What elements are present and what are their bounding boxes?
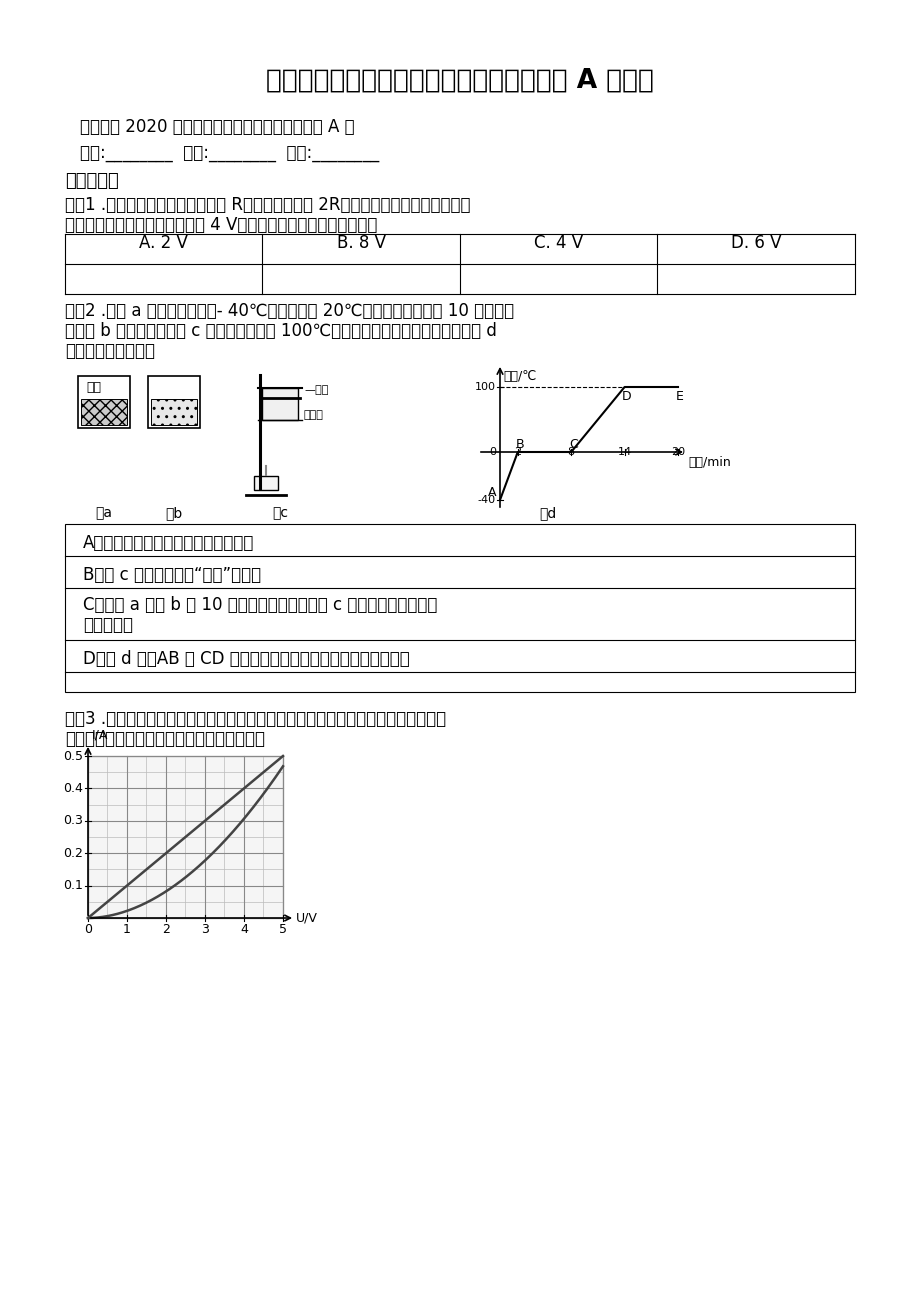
- Text: 图c: 图c: [272, 506, 288, 519]
- Text: D: D: [621, 391, 630, 404]
- Text: E: E: [675, 391, 683, 404]
- Text: —纸板: —纸板: [303, 385, 328, 395]
- Text: 0: 0: [489, 447, 495, 457]
- Text: 3: 3: [201, 923, 209, 936]
- Text: 图b: 图b: [165, 506, 183, 519]
- Text: 冰块: 冰块: [85, 381, 101, 395]
- Text: 0.3: 0.3: [63, 814, 83, 827]
- Text: U/V: U/V: [296, 911, 318, 924]
- Text: D. 6 V: D. 6 V: [731, 234, 780, 253]
- Text: 新人教版版九年级上学期期末考试物理试题 A 卷模拟: 新人教版版九年级上学期期末考试物理试题 A 卷模拟: [266, 68, 653, 94]
- Text: 14: 14: [617, 447, 631, 457]
- Text: 1: 1: [123, 923, 130, 936]
- Text: -40: -40: [477, 495, 495, 505]
- Text: C．从图 a 至图 b 的 10 分钟时间内，没用装置 c 加热，所以燕化过程: C．从图 a 至图 b 的 10 分钟时间内，没用装置 c 加热，所以燕化过程: [83, 596, 437, 615]
- Text: 2: 2: [162, 923, 170, 936]
- Text: C: C: [568, 437, 577, 450]
- Text: A．冰块变成水的过程中，其内能增加: A．冰块变成水的过程中，其内能增加: [83, 534, 254, 552]
- Text: 0.5: 0.5: [62, 750, 83, 763]
- Text: 时间/min: 时间/min: [687, 456, 730, 469]
- Bar: [254, 477, 278, 490]
- Text: 姓名:________  班级:________  成绩:________: 姓名:________ 班级:________ 成绩:________: [80, 145, 379, 163]
- Text: 4: 4: [240, 923, 247, 936]
- Text: A. 2 V: A. 2 V: [139, 234, 188, 253]
- Text: 100: 100: [474, 381, 495, 392]
- Text: 1 .两个用电器，第一个电阻是 R，第二个电阻是 2R，把它们串联起来接入电路中: 1 .两个用电器，第一个电阻是 R，第二个电阻是 2R，把它们串联起来接入电路中: [65, 197, 470, 214]
- Text: 石棉网: 石棉网: [303, 410, 323, 421]
- Text: 图a: 图a: [96, 506, 112, 519]
- Text: A: A: [487, 486, 495, 499]
- Text: 新人教版 2020 版九年级上学期期末考试物理试题 A 卷: 新人教版 2020 版九年级上学期期末考试物理试题 A 卷: [80, 118, 354, 135]
- Bar: [81, 398, 127, 424]
- Text: 5: 5: [278, 923, 287, 936]
- Text: 0.2: 0.2: [63, 846, 83, 859]
- Bar: [78, 376, 130, 428]
- Bar: [151, 398, 197, 424]
- Text: B: B: [515, 437, 524, 450]
- Text: 电流与其两端电压关系图。下列说法正确的是: 电流与其两端电压关系图。下列说法正确的是: [65, 730, 265, 749]
- Text: 0.4: 0.4: [63, 783, 83, 796]
- Bar: [262, 388, 298, 421]
- Text: 2 .如图 a 所示，烧杯内装- 40℃冰块，放在 20℃干燥的室内，经过 10 分钟，变: 2 .如图 a 所示，烧杯内装- 40℃冰块，放在 20℃干燥的室内，经过 10…: [65, 302, 514, 320]
- Bar: [65, 523, 854, 691]
- Text: ，如果第一个电阻两端的电压是 4 V，那么第二个电阻两端的电压为: ，如果第一个电阻两端的电压是 4 V，那么第二个电阻两端的电压为: [65, 216, 377, 234]
- Text: 成如图 b 所示，再用如图 c 所示装置加热至 100℃，整个过程的温度和加热时间如图 d: 成如图 b 所示，再用如图 c 所示装置加热至 100℃，整个过程的温度和加热时…: [65, 322, 496, 340]
- Text: B．图 c 中纸板周围的“白气”是液体: B．图 c 中纸板周围的“白气”是液体: [83, 566, 261, 585]
- Text: 20: 20: [670, 447, 685, 457]
- Text: 温度/℃: 温度/℃: [503, 370, 536, 383]
- Text: 图d: 图d: [539, 506, 556, 519]
- Text: D．图 d 中，AB 和 CD 的倾斜程度不同是因为它们的比热容不同: D．图 d 中，AB 和 CD 的倾斜程度不同是因为它们的比热容不同: [83, 650, 409, 668]
- Text: B. 8 V: B. 8 V: [336, 234, 385, 253]
- Bar: [88, 756, 283, 918]
- Text: 一、单选题: 一、单选题: [65, 172, 119, 190]
- Text: 。下列说法错误的是: 。下列说法错误的是: [65, 342, 154, 359]
- Bar: [148, 376, 199, 428]
- Text: 不需要吸热: 不需要吸热: [83, 616, 133, 634]
- Text: 0: 0: [84, 923, 92, 936]
- Text: C. 4 V: C. 4 V: [534, 234, 583, 253]
- Text: 3 .用电器甲和乙，其电流与其两端电压关系如图所示，其中直线表示用电器甲的: 3 .用电器甲和乙，其电流与其两端电压关系如图所示，其中直线表示用电器甲的: [65, 710, 446, 728]
- Text: 0.1: 0.1: [63, 879, 83, 892]
- Text: I/A: I/A: [92, 729, 108, 742]
- Text: 2: 2: [514, 447, 521, 457]
- Text: 8: 8: [567, 447, 574, 457]
